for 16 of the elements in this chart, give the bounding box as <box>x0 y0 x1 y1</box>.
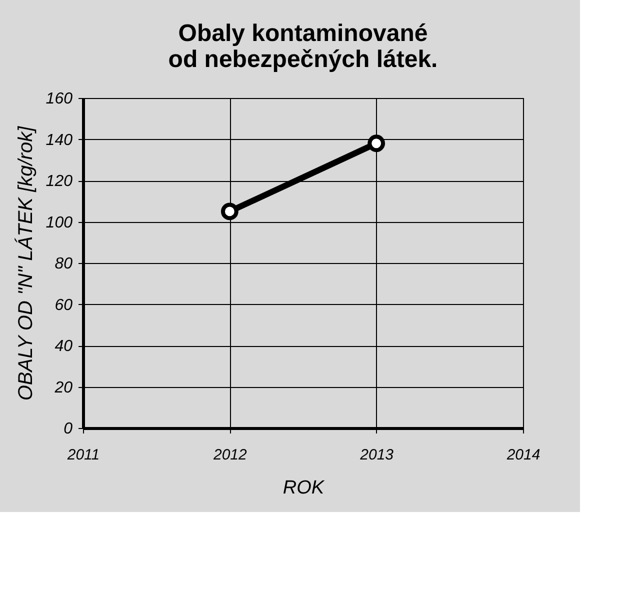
y-tick-label: 100 <box>46 214 73 232</box>
y-tick-label: 60 <box>54 296 73 314</box>
x-tick-label: 2011 <box>66 446 100 464</box>
y-tick-label: 120 <box>46 173 73 190</box>
x-tick-label: 2013 <box>359 446 394 464</box>
y-axis-title: OBALY OD "N" LÁTEK [kg/rok] <box>14 126 37 401</box>
x-tick-label: 2012 <box>212 446 248 464</box>
y-tick-label: 40 <box>54 338 73 355</box>
y-tick-label: 160 <box>46 90 73 108</box>
y-tick-label: 0 <box>64 420 73 438</box>
y-tick-label: 80 <box>54 256 73 272</box>
chart-title: Obaly kontaminované od nebezpečných látek. <box>168 20 438 73</box>
x-tick-label: 2014 <box>506 446 540 464</box>
y-tick-label: 140 <box>46 132 73 149</box>
x-axis-title: ROK <box>282 478 326 498</box>
y-tick-label: 20 <box>54 379 73 396</box>
